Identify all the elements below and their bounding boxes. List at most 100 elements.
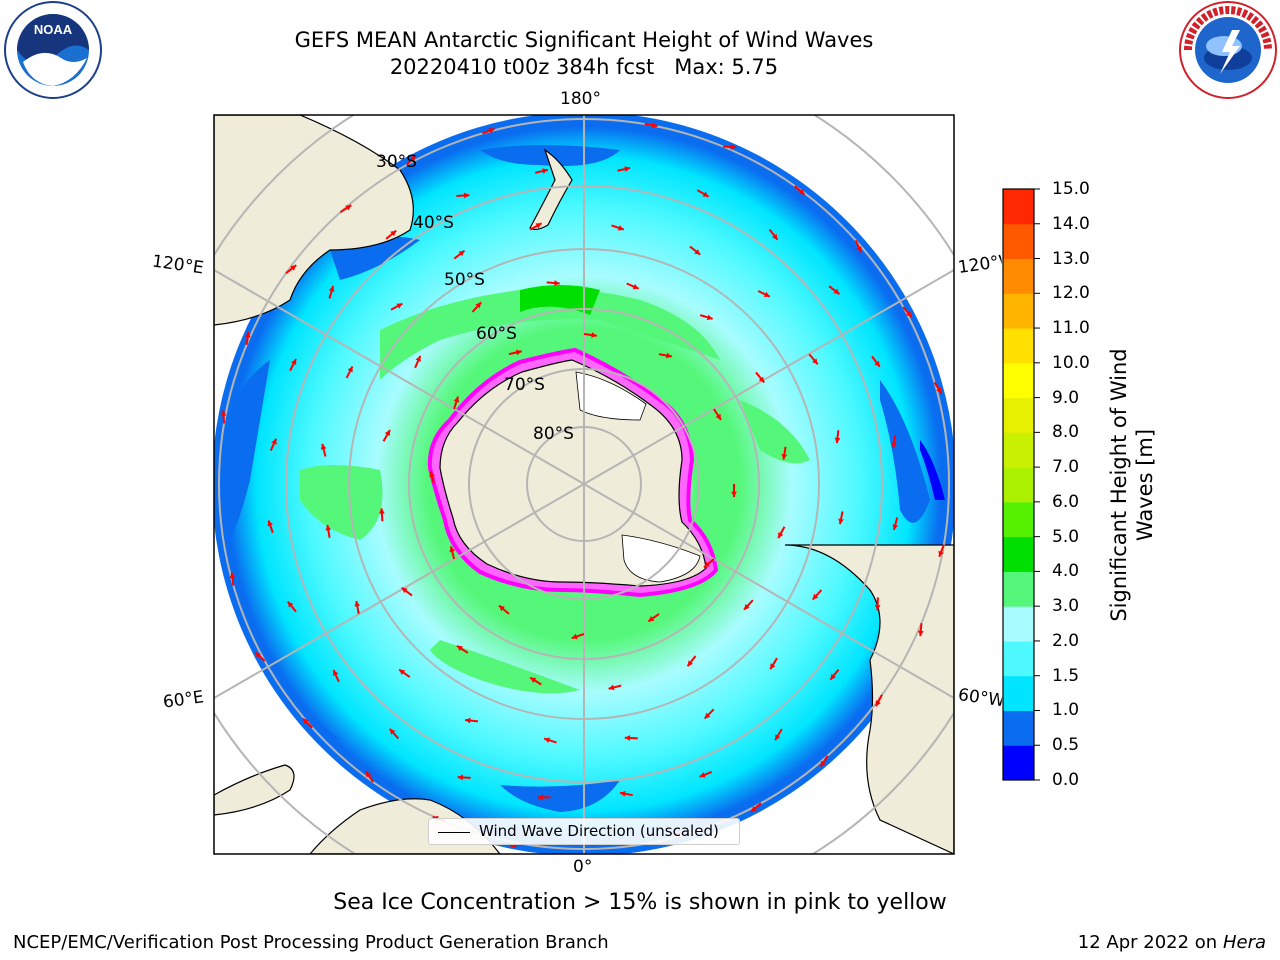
lat-label-50s: 50°S <box>444 270 485 290</box>
colorbar-tick-label: 12.0 <box>1052 283 1090 304</box>
wave-direction-arrow <box>838 511 844 525</box>
wave-direction-arrow <box>229 572 236 586</box>
colorbar-tick-label: 10.0 <box>1052 352 1090 373</box>
colorbar-swatch <box>1003 223 1034 260</box>
lat-label-70s: 70°S <box>504 375 545 395</box>
wave-patch <box>740 400 810 464</box>
wave-patch <box>430 640 580 694</box>
colorbar-swatch <box>1003 432 1034 468</box>
wave-direction-arrow <box>345 365 354 379</box>
wave-direction-arrow <box>892 517 899 531</box>
colorbar-tick-label: 2.0 <box>1052 630 1080 651</box>
colorbar-swatch <box>1003 467 1034 503</box>
colorbar-tick-label: 0.5 <box>1052 735 1080 756</box>
wave-patch <box>300 465 383 540</box>
wave-direction-arrow <box>769 657 778 670</box>
chart-title: GEFS MEAN Antarctic Significant Height o… <box>294 28 874 52</box>
wave-direction-arrow <box>768 228 779 241</box>
wave-direction-arrow <box>453 249 466 260</box>
lat-label-60s: 60°S <box>476 324 517 344</box>
wave-direction-arrow <box>917 623 924 637</box>
wave-direction-arrow <box>699 314 713 321</box>
wave-direction-arrow <box>696 189 710 198</box>
wave-direction-arrow <box>871 355 881 368</box>
credit-left: NCEP/EMC/Verification Post Processing Pr… <box>13 932 609 953</box>
legend-label: Wind Wave Direction (unscaled) <box>479 822 719 840</box>
wave-patch <box>880 380 930 523</box>
map-legend: Wind Wave Direction (unscaled) <box>428 818 740 845</box>
credit-host: Hera <box>1222 932 1266 953</box>
colorbar-tick-label: 1.0 <box>1052 700 1080 721</box>
colorbar-swatch <box>1003 571 1034 607</box>
wave-direction-arrow <box>938 544 945 558</box>
wave-direction-arrow <box>781 446 788 460</box>
wave-direction-arrow <box>713 408 722 421</box>
footnote: Sea Ice Concentration > 15% is shown in … <box>333 890 947 915</box>
wave-direction-arrow <box>529 222 543 231</box>
wave-direction-arrow <box>543 737 557 744</box>
wave-direction-arrow <box>354 600 361 614</box>
wave-direction-arrow <box>471 301 482 313</box>
wave-direction-arrow <box>414 355 422 369</box>
wave-direction-arrow <box>269 438 278 451</box>
wave-direction-arrow <box>244 331 251 345</box>
wave-direction-arrow <box>286 600 297 613</box>
colorbar-swatch <box>1003 293 1034 329</box>
colorbar-tick-label: 0.0 <box>1052 770 1080 790</box>
nws-logo <box>1178 0 1278 100</box>
wave-direction-arrow <box>689 245 701 256</box>
ice-shelf-ross <box>575 371 647 421</box>
wave-direction-arrow <box>774 728 783 741</box>
colorbar-swatch <box>1003 501 1034 538</box>
wave-direction-arrow <box>750 802 762 813</box>
colorbar-swatch <box>1003 189 1034 225</box>
wave-patch <box>500 780 620 812</box>
wave-direction-arrow <box>611 224 625 231</box>
wave-direction-arrow <box>302 717 313 729</box>
wave-direction-arrow <box>658 352 672 359</box>
wave-direction-arrow <box>743 599 754 611</box>
lat-label-30s: 30°S <box>376 152 417 172</box>
wave-direction-arrow <box>617 166 631 172</box>
wave-patch <box>380 288 720 380</box>
wave-direction-arrow <box>794 185 806 196</box>
colorbar-tick-label: 15.0 <box>1052 179 1090 199</box>
colorbar-tick-label: 1.5 <box>1052 665 1080 686</box>
wave-direction-arrow <box>686 655 697 667</box>
wave-direction-arrow <box>406 154 417 166</box>
wave-direction-arrow <box>379 508 385 522</box>
wave-patch <box>520 285 600 315</box>
colorbar-swatch <box>1003 745 1034 781</box>
wave-direction-arrow <box>619 790 633 797</box>
wave-direction-arrow <box>385 229 397 240</box>
lon-label-180: 180° <box>560 89 601 109</box>
wave-direction-arrow <box>854 239 862 253</box>
wave-direction-arrow <box>874 597 881 611</box>
wave-direction-arrow <box>902 306 913 318</box>
wave-direction-arrow <box>755 371 766 384</box>
wave-direction-arrow <box>731 484 737 497</box>
wave-direction-arrow <box>874 694 883 707</box>
wave-direction-arrow <box>808 353 819 365</box>
wave-patch <box>920 440 945 500</box>
wave-direction-arrow <box>220 410 227 424</box>
colorbar-swatch <box>1003 536 1034 572</box>
wave-direction-arrow <box>254 651 266 662</box>
wave-direction-arrow <box>320 443 327 457</box>
wave-direction-arrow <box>482 127 495 135</box>
colorbar-swatch <box>1003 675 1034 711</box>
wave-direction-arrow <box>449 546 456 560</box>
wave-direction-arrow <box>498 604 510 615</box>
wave-direction-arrow <box>267 520 274 534</box>
colorbar-tick-label: 8.0 <box>1052 422 1080 443</box>
wave-direction-arrow <box>757 290 771 298</box>
wave-direction-arrow <box>571 633 585 640</box>
wave-direction-arrow <box>289 358 297 372</box>
wave-direction-arrow <box>699 771 713 778</box>
ice-shelf-weddell <box>621 534 701 583</box>
wave-direction-arrow <box>703 558 715 569</box>
colorbar-tick-label: 3.0 <box>1052 596 1080 617</box>
colorbar-tick-label: 5.0 <box>1052 526 1080 547</box>
wave-direction-arrow <box>456 192 470 199</box>
wave-direction-arrow <box>829 668 840 681</box>
